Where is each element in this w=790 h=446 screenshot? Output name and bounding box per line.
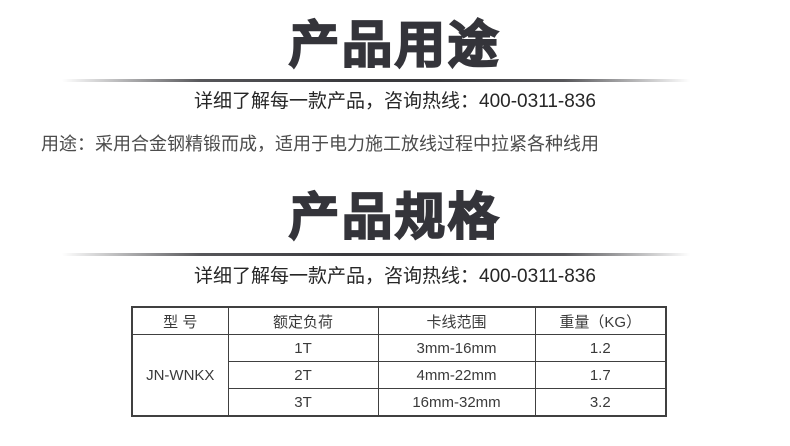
load-cell: 3T <box>227 388 379 417</box>
load-cell: 2T <box>227 361 379 389</box>
weight-cell: 1.7 <box>534 361 667 389</box>
usage-divider-line <box>62 79 690 82</box>
weight-cell: 1.2 <box>534 334 667 362</box>
range-cell: 4mm-22mm <box>377 361 536 389</box>
model-cell: JN-WNKX <box>131 334 229 417</box>
specs-divider-line <box>62 253 690 256</box>
range-cell: 3mm-16mm <box>377 334 536 362</box>
usage-description: 用途：采用合金钢精锻而成，适用于电力施工放线过程中拉紧各种线用 <box>41 134 599 154</box>
table-row: JN-WNKX 1T 3mm-16mm 1.2 <box>131 334 667 417</box>
header-model: 型 号 <box>131 306 229 335</box>
header-wire-range: 卡线范围 <box>377 306 536 335</box>
product-specs-title: 产品规格 <box>288 188 501 246</box>
specs-hotline-text: 详细了解每一款产品，咨询热线：400-0311-836 <box>194 266 596 287</box>
header-weight: 重量（KG） <box>534 306 667 335</box>
spec-table-header-row: 型 号 额定负荷 卡线范围 重量（KG） <box>131 306 667 335</box>
product-usage-title: 产品用途 <box>288 16 501 74</box>
table-row: 2T 4mm-22mm 1.7 <box>132 361 667 389</box>
header-rated-load: 额定负荷 <box>227 306 379 335</box>
usage-hotline-text: 详细了解每一款产品，咨询热线：400-0311-836 <box>194 91 596 112</box>
range-cell: 16mm-32mm <box>377 388 536 417</box>
weight-cell: 3.2 <box>534 388 667 417</box>
spec-table: 型 号 额定负荷 卡线范围 重量（KG） JN-WNKX 1T 3mm-16mm… <box>131 306 667 417</box>
table-row: 3T 16mm-32mm 3.2 <box>132 388 667 417</box>
load-cell: 1T <box>227 334 379 362</box>
